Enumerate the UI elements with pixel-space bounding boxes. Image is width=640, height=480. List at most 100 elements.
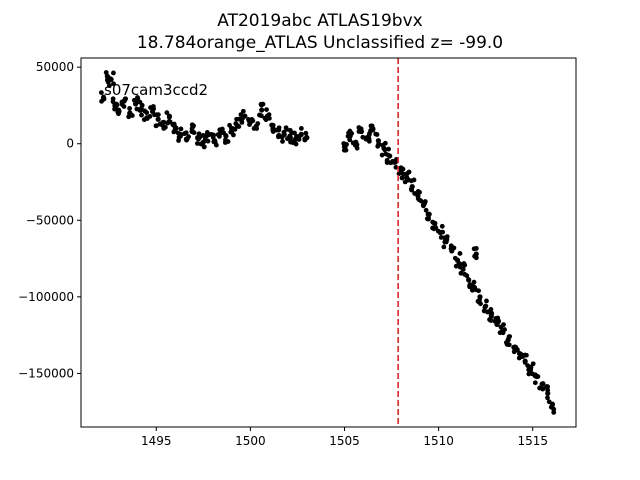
data-point <box>114 102 120 108</box>
data-point <box>374 132 380 137</box>
data-point <box>385 152 391 158</box>
data-point <box>507 334 513 339</box>
data-point <box>406 169 412 175</box>
data-point <box>400 171 406 177</box>
data-point <box>462 262 468 268</box>
data-point <box>166 114 172 120</box>
data-point <box>283 125 289 131</box>
data-point <box>441 244 447 250</box>
data-point <box>137 107 143 113</box>
data-point <box>259 107 265 113</box>
data-point <box>471 279 477 285</box>
data-point <box>304 134 310 140</box>
data-point <box>420 203 426 209</box>
data-point <box>526 371 532 377</box>
data-point <box>393 164 399 170</box>
data-point <box>223 132 229 138</box>
data-point <box>101 96 107 102</box>
chart-title-line2: 18.784orange_ATLAS Unclassified z= -99.0 <box>137 33 503 53</box>
data-point <box>153 123 159 129</box>
data-point <box>298 126 304 131</box>
data-point <box>540 381 546 386</box>
data-point <box>213 142 219 148</box>
data-point <box>411 177 417 183</box>
data-point <box>204 133 209 139</box>
data-point <box>524 352 529 358</box>
data-point <box>222 140 228 145</box>
data-point <box>530 361 536 367</box>
data-point <box>121 104 127 109</box>
data-point <box>431 220 437 226</box>
data-point <box>347 137 353 143</box>
data-point <box>201 144 207 150</box>
data-point <box>236 124 242 129</box>
data-point <box>288 135 294 141</box>
data-point <box>178 126 184 132</box>
data-point <box>287 127 293 133</box>
data-point <box>116 109 122 114</box>
data-point <box>166 119 172 124</box>
data-point <box>254 126 260 131</box>
data-point <box>366 132 372 138</box>
plot-area <box>98 58 557 427</box>
data-point <box>341 141 347 146</box>
data-point <box>457 251 463 256</box>
data-point <box>126 114 132 120</box>
chart-title-line1: AT2019abc ATLAS19bvx <box>217 11 422 31</box>
y-tick-label: 0 <box>66 137 74 151</box>
data-point <box>418 198 424 204</box>
data-point <box>550 401 555 407</box>
data-point <box>178 133 183 139</box>
data-point <box>423 207 429 213</box>
data-point <box>477 297 482 303</box>
data-point <box>354 142 360 148</box>
data-point <box>227 122 233 128</box>
data-point <box>466 277 471 282</box>
data-point <box>228 129 234 135</box>
data-point <box>111 81 116 87</box>
data-point <box>108 76 114 82</box>
data-point <box>545 395 550 401</box>
data-point <box>502 327 507 332</box>
data-point <box>453 263 459 269</box>
y-tick-label: −150000 <box>18 366 74 380</box>
data-point <box>458 262 464 267</box>
x-tick-label: 1495 <box>141 434 172 448</box>
data-point <box>522 360 528 365</box>
data-point <box>119 99 125 105</box>
data-point <box>376 141 382 147</box>
data-point <box>515 347 520 353</box>
data-point <box>273 127 279 133</box>
data-point <box>398 165 404 171</box>
data-point <box>424 216 430 222</box>
data-point <box>537 385 543 391</box>
data-point <box>496 319 501 325</box>
data-point <box>238 112 244 118</box>
data-point <box>417 189 422 195</box>
y-tick-label: −50000 <box>26 213 74 227</box>
data-point <box>186 134 191 140</box>
data-point <box>191 130 197 136</box>
data-point <box>211 132 217 138</box>
data-point <box>368 128 373 134</box>
data-point <box>520 354 526 359</box>
data-point <box>264 107 269 113</box>
data-point <box>506 342 512 348</box>
data-point <box>164 110 170 116</box>
data-point <box>144 110 150 115</box>
data-point <box>390 158 396 164</box>
data-point <box>382 147 388 153</box>
data-point <box>396 171 402 177</box>
data-point <box>526 367 532 373</box>
data-point <box>250 118 256 124</box>
data-point <box>532 380 538 386</box>
data-point <box>478 301 483 307</box>
data-point <box>258 113 264 119</box>
data-point <box>242 113 248 119</box>
ccd-annotation: s07cam3ccd2 <box>104 81 208 99</box>
data-point <box>279 134 285 140</box>
data-point <box>195 135 201 141</box>
data-point <box>425 211 431 217</box>
data-point <box>472 253 478 259</box>
